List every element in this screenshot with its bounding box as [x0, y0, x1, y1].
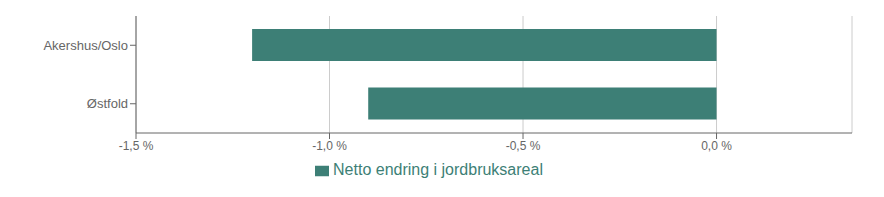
svg-text:Akershus/Oslo: Akershus/Oslo	[43, 38, 128, 53]
svg-text:0,0 %: 0,0 %	[701, 139, 732, 153]
svg-text:-1,0 %: -1,0 %	[312, 139, 347, 153]
html-text:Netto endring i jordbruksareal: Netto endring i jordbruksareal	[333, 161, 543, 178]
svg-text:-0,5 %: -0,5 %	[506, 139, 541, 153]
svg-text:Østfold: Østfold	[87, 96, 128, 111]
svg-text:-1,5 %: -1,5 %	[119, 139, 154, 153]
